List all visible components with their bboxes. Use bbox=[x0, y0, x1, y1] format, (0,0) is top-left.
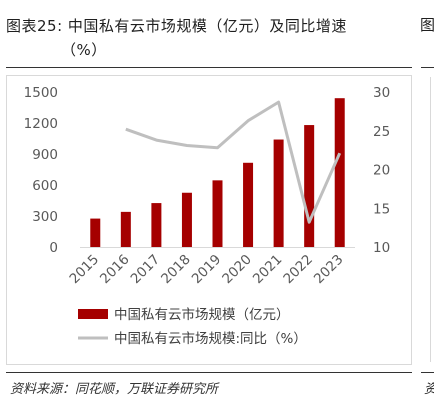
x-tick-label: 2015 bbox=[66, 252, 102, 288]
growth-line bbox=[125, 100, 342, 224]
adjacent-top-rule bbox=[421, 67, 434, 68]
source-note: 资料来源：同花顺，万联证券研究所 bbox=[10, 382, 219, 397]
bar bbox=[120, 211, 131, 247]
x-tick-label: 2023 bbox=[311, 252, 347, 288]
x-tick-label: 2018 bbox=[158, 252, 194, 288]
bar bbox=[90, 218, 101, 247]
chart-frame bbox=[6, 75, 412, 365]
y-right-tick-label: 10 bbox=[373, 240, 390, 256]
x-tick-label: 2017 bbox=[128, 252, 164, 288]
y-left-tick-label: 900 bbox=[32, 147, 58, 163]
bar bbox=[181, 192, 192, 247]
chart-title-line1: 图表25: 中国私有云市场规模（亿元）及同比增速 bbox=[6, 17, 347, 35]
adjacent-panel-edge bbox=[430, 77, 434, 362]
chart-title-line2: （%） bbox=[61, 41, 107, 59]
x-tick-label: 2016 bbox=[97, 252, 133, 288]
x-tick-label: 2020 bbox=[219, 252, 255, 288]
y-left-tick-label: 600 bbox=[32, 178, 58, 194]
y-left-tick-label: 0 bbox=[49, 240, 58, 256]
chart-title: 图表25: 中国私有云市场规模（亿元）及同比增速 （%） bbox=[6, 14, 406, 62]
y-right-tick-label: 15 bbox=[373, 201, 390, 217]
bar bbox=[273, 139, 284, 247]
bar bbox=[151, 203, 162, 247]
bar bbox=[304, 125, 315, 247]
bar bbox=[334, 98, 345, 247]
legend-bar-label: 中国私有云市场规模（亿元） bbox=[114, 306, 290, 323]
y-right-tick-label: 25 bbox=[373, 124, 390, 140]
y-right-tick-label: 30 bbox=[373, 85, 390, 101]
x-tick-label: 2022 bbox=[280, 252, 316, 288]
bottom-rule bbox=[6, 372, 412, 373]
adjacent-title-fragment: 图 bbox=[420, 16, 434, 34]
x-tick-label: 2021 bbox=[250, 252, 286, 288]
legend-line-label: 中国私有云市场规模:同比（%） bbox=[114, 330, 307, 347]
y-left-tick-label: 1200 bbox=[24, 116, 58, 132]
y-left-tick-label: 300 bbox=[32, 209, 58, 225]
adjacent-source-fragment: 资 bbox=[424, 378, 434, 397]
y-left-tick-label: 1500 bbox=[24, 85, 58, 101]
bar bbox=[212, 180, 223, 247]
y-right-tick-label: 20 bbox=[373, 163, 390, 179]
adjacent-bottom-rule bbox=[421, 372, 434, 373]
x-tick-label: 2019 bbox=[189, 252, 225, 288]
bar bbox=[243, 162, 254, 247]
top-rule bbox=[6, 67, 412, 68]
legend-bar-swatch bbox=[78, 309, 108, 319]
